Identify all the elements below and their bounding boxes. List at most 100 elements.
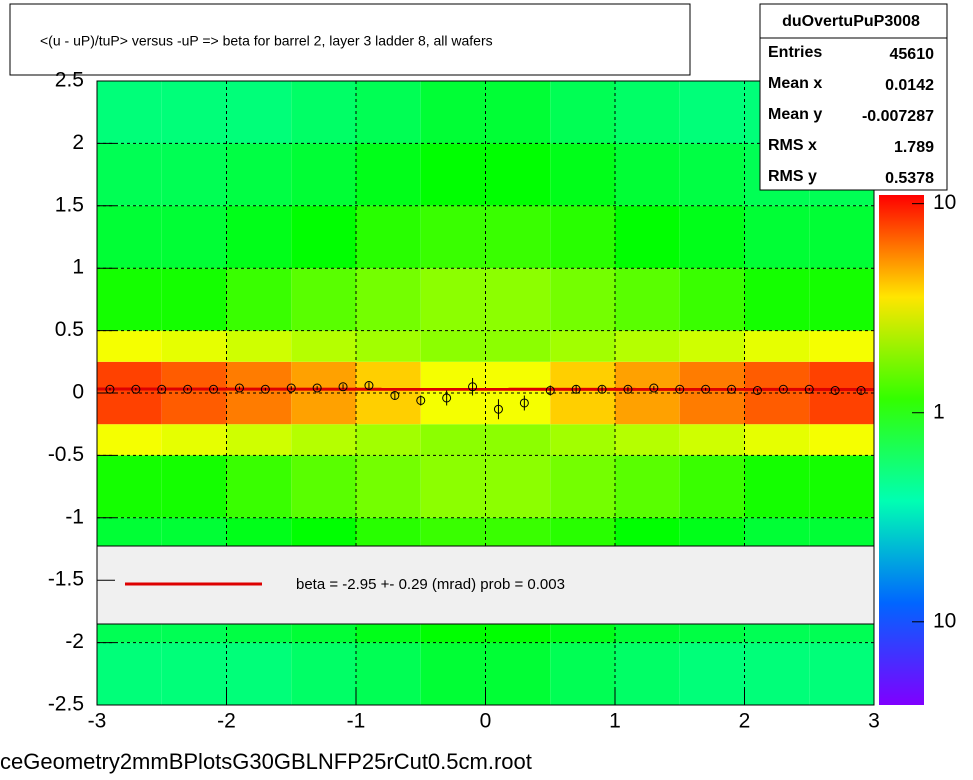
heat-cell — [97, 143, 162, 206]
stats-value: 0.5378 — [885, 170, 934, 187]
heat-cell — [97, 330, 162, 362]
heat-cell — [420, 143, 486, 206]
heat-cell — [744, 393, 810, 425]
heat-cell — [420, 268, 486, 331]
heat-cell — [809, 361, 874, 393]
heat-cell — [97, 642, 162, 705]
heat-cell — [97, 455, 162, 518]
heat-cell — [615, 143, 680, 206]
heat-cell — [485, 81, 551, 144]
profile-point — [571, 384, 581, 394]
z-tick-label: 10 — [933, 191, 956, 214]
heat-cell — [420, 81, 486, 144]
heat-cell — [679, 81, 745, 144]
heat-cell — [356, 81, 421, 144]
heat-cell — [291, 205, 356, 269]
heat-cell — [291, 143, 356, 206]
heat-cell — [550, 424, 615, 456]
heat-cell — [809, 268, 874, 331]
heat-cell — [420, 642, 486, 705]
heat-cell — [679, 642, 745, 705]
heat-cell — [550, 143, 615, 206]
heat-cell — [97, 205, 162, 269]
z-tick-label: 1 — [933, 400, 945, 423]
heat-cell — [679, 455, 745, 518]
profile-point — [131, 384, 141, 394]
heat-cell — [744, 642, 810, 705]
heat-cell — [809, 205, 874, 269]
heat-cell — [485, 642, 551, 705]
profile — [96, 378, 875, 420]
heat-cell — [615, 393, 680, 425]
heat-cell — [485, 143, 551, 206]
heat-cell — [485, 393, 551, 425]
heat-cell — [161, 424, 227, 456]
heat-cell — [226, 81, 292, 144]
heat-cell — [161, 455, 227, 518]
profile-point — [623, 384, 633, 394]
heat-cell — [226, 330, 292, 362]
heat-cell — [161, 81, 227, 144]
heat-cell — [550, 81, 615, 144]
heat-cell — [744, 361, 810, 393]
heat-cell — [615, 268, 680, 331]
heat-cell — [356, 424, 421, 456]
heat-cell — [744, 330, 810, 362]
heat-cell — [291, 642, 356, 705]
heatmap — [97, 81, 874, 705]
heat-cell — [550, 393, 615, 425]
heat-cell — [615, 455, 680, 518]
y-tick-label: 2 — [72, 131, 84, 154]
profile-point — [701, 384, 711, 394]
stats-label: Entries — [768, 44, 822, 61]
heat-cell — [420, 455, 486, 518]
heat-cell — [356, 642, 421, 705]
profile-point — [260, 384, 270, 394]
profile-point — [675, 384, 685, 394]
heat-cell — [97, 424, 162, 456]
y-tick-label: -2.5 — [48, 693, 84, 716]
profile-point — [442, 393, 452, 403]
chart-title: <(u - uP)/tuP> versus -uP => beta for ba… — [40, 33, 493, 49]
profile-point — [312, 383, 322, 393]
heat-cell — [809, 330, 874, 362]
profile-point — [234, 383, 244, 393]
profile-point — [364, 381, 374, 391]
heat-cell — [809, 642, 874, 705]
heat-cell — [291, 330, 356, 362]
heat-cell — [550, 361, 615, 393]
heat-cell — [615, 330, 680, 362]
profile-point — [286, 383, 296, 393]
heat-cell — [679, 268, 745, 331]
heat-cell — [97, 268, 162, 331]
profile-point — [545, 386, 555, 396]
profile-point — [856, 386, 866, 396]
y-tick-label: -1 — [65, 505, 84, 528]
x-tick-label: 3 — [868, 710, 880, 733]
profile-point — [157, 384, 167, 394]
heat-cell — [226, 393, 292, 425]
heat-cell — [679, 393, 745, 425]
y-tick-label: 0 — [72, 381, 84, 404]
heat-cell — [356, 205, 421, 269]
heat-cell — [809, 424, 874, 456]
stats-label: RMS x — [768, 137, 817, 154]
heat-cell — [550, 205, 615, 269]
stats-value: 1.789 — [894, 139, 934, 156]
profile-point — [804, 384, 814, 394]
stats-value: 0.0142 — [885, 77, 934, 94]
profile-point — [183, 384, 193, 394]
heat-cell — [291, 81, 356, 144]
heat-cell — [97, 81, 162, 144]
heat-cell — [420, 330, 486, 362]
heat-cell — [485, 424, 551, 456]
heat-cell — [485, 455, 551, 518]
heat-cell — [226, 642, 292, 705]
heat-cell — [161, 393, 227, 425]
heat-cell — [291, 455, 356, 518]
profile-point — [778, 384, 788, 394]
y-tick-label: 1.5 — [55, 193, 84, 216]
profile-point — [493, 404, 503, 414]
profile-point — [519, 398, 529, 408]
